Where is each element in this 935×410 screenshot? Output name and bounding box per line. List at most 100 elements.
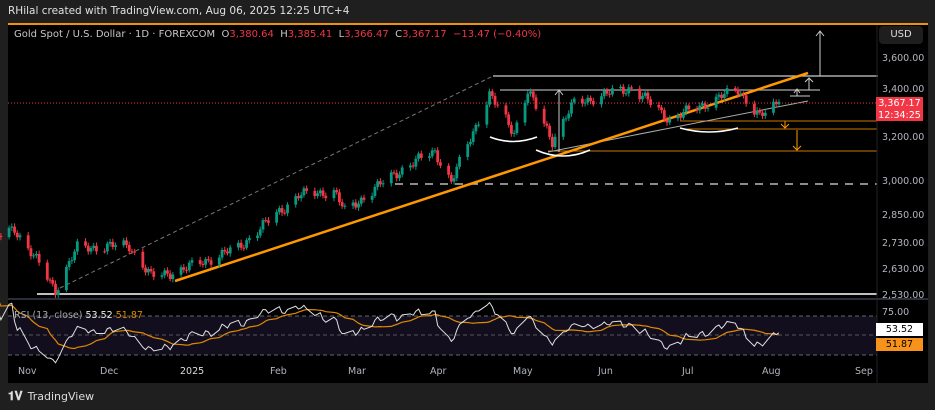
brand-name: TradingView bbox=[27, 390, 95, 403]
candle-body bbox=[277, 208, 281, 213]
currency-button[interactable]: USD bbox=[879, 26, 923, 44]
candle-body bbox=[469, 141, 472, 145]
candle-body bbox=[351, 202, 355, 206]
candle-body bbox=[286, 204, 289, 214]
ohlc-legend: Gold Spot / U.S. Dollar · 1D · FOREXCOM … bbox=[14, 29, 541, 40]
candle-body bbox=[302, 188, 306, 196]
candle-body bbox=[400, 167, 404, 175]
candle-body bbox=[67, 261, 71, 268]
candle-body bbox=[512, 132, 516, 134]
candle-body bbox=[242, 247, 246, 249]
candle-body bbox=[408, 165, 412, 168]
last-price-badge: 3,367.17 12:34:25 bbox=[876, 97, 923, 121]
candle-body bbox=[26, 235, 30, 249]
candle-body bbox=[679, 115, 683, 118]
candle-body bbox=[370, 195, 374, 200]
candle-body bbox=[56, 290, 60, 296]
candle-body bbox=[570, 102, 573, 114]
candle-body bbox=[247, 238, 251, 241]
candle-body bbox=[641, 95, 644, 100]
candle-body bbox=[108, 241, 112, 244]
candle-body bbox=[477, 124, 481, 126]
candle-body bbox=[739, 94, 743, 96]
candle-body bbox=[357, 203, 360, 208]
candle-body bbox=[237, 242, 240, 248]
candle-body bbox=[226, 251, 229, 254]
candle-body bbox=[485, 104, 489, 125]
candle-body bbox=[701, 103, 704, 106]
symbol-title[interactable]: Gold Spot / U.S. Dollar · 1D · FOREXCOM bbox=[14, 29, 216, 40]
rsi-value: 53.52 bbox=[85, 310, 113, 321]
last-price: 3,367.17 bbox=[878, 98, 921, 109]
price-tick: 2,530.00 bbox=[882, 290, 924, 301]
candle-body bbox=[190, 260, 194, 263]
time-tick: 2025 bbox=[180, 366, 204, 377]
candle-body bbox=[714, 96, 718, 108]
rsi-label[interactable]: RSI (13, close) bbox=[14, 310, 83, 321]
rsi-line bbox=[0, 301, 780, 364]
candle-body bbox=[125, 240, 128, 245]
candle-body bbox=[638, 88, 642, 100]
candle-body bbox=[149, 269, 153, 272]
candle-body bbox=[179, 267, 183, 275]
candle-body bbox=[526, 93, 530, 103]
candle-body bbox=[359, 197, 363, 204]
candle-body bbox=[662, 110, 666, 120]
price-tick: 3,000.00 bbox=[882, 176, 924, 187]
candle-body bbox=[772, 101, 775, 113]
candle-body bbox=[542, 108, 546, 124]
candle-body bbox=[13, 226, 16, 233]
candle-body bbox=[146, 269, 150, 273]
candle-body bbox=[681, 111, 685, 118]
candle-body bbox=[458, 156, 461, 167]
candle-body bbox=[398, 174, 401, 179]
candle-body bbox=[605, 90, 609, 94]
candle-body bbox=[684, 105, 688, 112]
candle-body bbox=[29, 248, 33, 257]
bar-countdown: 12:34:25 bbox=[878, 109, 921, 121]
candle-body bbox=[668, 118, 672, 123]
candle-body bbox=[54, 283, 57, 296]
candle-body bbox=[564, 118, 568, 120]
candle-body bbox=[744, 95, 748, 104]
candle-body bbox=[275, 212, 279, 223]
candle-body bbox=[313, 190, 317, 197]
time-tick: Dec bbox=[100, 366, 118, 377]
candle-body bbox=[761, 112, 764, 116]
candle-body bbox=[201, 263, 205, 265]
candle-body bbox=[338, 192, 341, 203]
candle-body bbox=[187, 262, 191, 271]
candle-body bbox=[417, 153, 420, 159]
candle-body bbox=[45, 262, 49, 280]
candle-body bbox=[561, 118, 565, 137]
candle-body bbox=[591, 100, 595, 105]
price-tick: 2,730.00 bbox=[882, 238, 924, 249]
candle-body bbox=[589, 97, 592, 101]
candle-body bbox=[433, 150, 437, 152]
candle-body bbox=[758, 110, 762, 113]
candle-body bbox=[378, 181, 382, 185]
candle-body bbox=[602, 90, 606, 97]
close-label: C bbox=[395, 29, 403, 40]
candle-body bbox=[34, 253, 38, 256]
high-value: 3,385.41 bbox=[287, 29, 333, 40]
candle-body bbox=[621, 86, 625, 94]
rsi-ma-badge: 51.87 bbox=[876, 338, 923, 351]
drawings bbox=[8, 30, 878, 295]
candle-body bbox=[294, 196, 298, 205]
candle-body bbox=[733, 88, 737, 90]
candle-body bbox=[722, 94, 726, 99]
price-axis: 3,600.00 3,400.00 3,200.00 3,000.00 2,85… bbox=[882, 53, 924, 318]
candle-body bbox=[531, 91, 535, 98]
candle-body bbox=[523, 102, 527, 123]
candle-body bbox=[572, 98, 576, 103]
candle-body bbox=[624, 93, 628, 95]
candle-body bbox=[600, 96, 603, 105]
candle-body bbox=[392, 172, 396, 174]
candle-body bbox=[267, 220, 270, 223]
candle-body bbox=[228, 247, 232, 254]
tradingview-brand[interactable]: 𝟏𝐕 TradingView bbox=[8, 389, 94, 404]
candle-body bbox=[354, 202, 358, 208]
close-value: 3,367.17 bbox=[402, 29, 447, 40]
